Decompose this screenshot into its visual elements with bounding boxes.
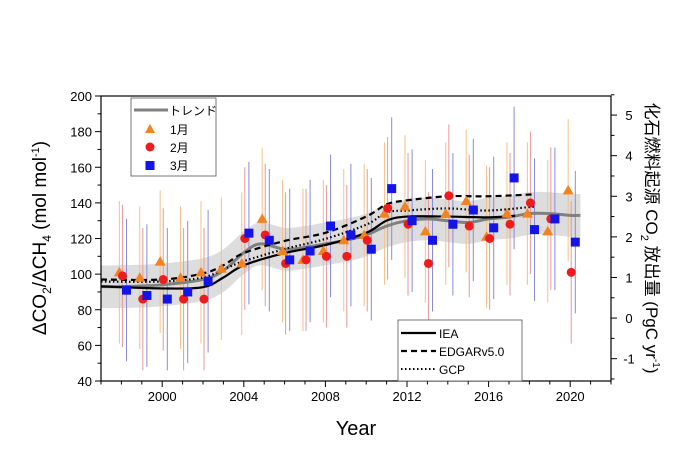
point-mar	[183, 287, 193, 297]
y-right-tick-label: 2	[625, 230, 632, 245]
point-mar	[264, 235, 274, 245]
x-tick-label: 2004	[229, 389, 258, 404]
point-mar	[122, 285, 131, 295]
point-jan	[277, 245, 289, 255]
y-right-axis-title: 化石燃料起源 CO2 放出量 (PgC yr-1)	[638, 103, 661, 374]
point-jan	[521, 208, 533, 218]
x-axis-title: Year	[336, 418, 377, 440]
y-right-tick-label: 5	[625, 108, 632, 123]
point-mar	[285, 255, 295, 265]
y-right-tick-label: 4	[625, 149, 632, 164]
point-jan	[501, 208, 513, 218]
legend-label-iea: IEA	[439, 327, 458, 341]
legend-label-gcp: GCP	[439, 363, 465, 377]
point-mar	[387, 184, 397, 194]
point-mar	[550, 214, 560, 224]
legend-label-trend: トレンド	[169, 104, 217, 118]
y-right-tick-label: 1	[625, 270, 632, 285]
y-left-tick-label: 120	[70, 232, 92, 247]
point-feb	[566, 267, 576, 277]
point-jan	[195, 266, 207, 277]
legend-label-jan: 1月	[170, 123, 189, 137]
point-jan	[338, 234, 350, 245]
axis-ticks: 2000 2004 2008 2012 2016 20204060801001201401…	[70, 89, 634, 404]
point-mar	[244, 228, 254, 238]
legend-bottom: IEA EDGARv5.0 GCP	[397, 319, 523, 382]
point-jan	[460, 195, 472, 206]
y-left-tick-label: 180	[70, 125, 92, 140]
legend-label-edgar: EDGARv5.0	[439, 345, 505, 359]
point-jan	[542, 225, 554, 236]
point-jan	[256, 213, 268, 223]
x-tick-label: 2000	[148, 389, 177, 404]
point-feb	[362, 235, 372, 245]
point-feb	[444, 191, 454, 201]
point-mar	[509, 173, 519, 183]
legend-circle-icon	[145, 142, 155, 152]
point-mar	[428, 235, 437, 245]
point-feb	[525, 198, 535, 208]
point-mar	[326, 221, 335, 231]
point-feb	[464, 221, 474, 231]
y-right-tick-label: 3	[625, 189, 632, 204]
y-left-tick-label: 160	[70, 160, 92, 175]
y-left-tick-label: 100	[70, 267, 92, 282]
point-jan	[440, 208, 452, 218]
point-feb	[117, 271, 127, 281]
point-mar	[162, 294, 172, 304]
point-feb	[158, 274, 168, 284]
x-tick-label: 2020	[556, 389, 585, 404]
y-left-tick-label: 40	[78, 374, 92, 389]
x-tick-label: 2016	[474, 389, 503, 404]
point-mar	[142, 291, 152, 300]
point-jan	[236, 257, 248, 268]
point-mar	[305, 246, 315, 256]
point-mar	[346, 230, 356, 240]
data-points	[113, 173, 580, 304]
point-mar	[448, 219, 458, 229]
y-right-tick-label: 0	[625, 311, 632, 326]
point-mar	[489, 223, 499, 233]
point-feb	[505, 219, 515, 229]
point-feb	[301, 255, 311, 265]
point-jan	[134, 272, 146, 282]
point-jan	[419, 225, 431, 236]
legend-label-feb: 2月	[170, 141, 189, 155]
point-jan	[562, 184, 574, 195]
legend-square-icon	[145, 161, 155, 170]
point-mar	[468, 205, 478, 215]
legend-triangle-icon	[145, 124, 155, 133]
legend-label-mar: 3月	[170, 159, 189, 173]
y-left-tick-label: 200	[70, 89, 92, 104]
point-feb	[342, 251, 352, 261]
y-left-axis-title: ΔCO2/ΔCH4 (mol mol-1)	[30, 141, 54, 335]
y-left-tick-label: 80	[78, 303, 92, 318]
point-mar	[203, 276, 213, 286]
point-feb	[423, 258, 433, 268]
point-jan	[154, 256, 166, 266]
x-tick-label: 2008	[311, 389, 340, 404]
y-left-tick-label: 140	[70, 196, 92, 211]
point-jan	[399, 200, 411, 211]
point-feb	[199, 294, 209, 304]
y-left-tick-label: 60	[78, 338, 92, 353]
point-jan	[379, 208, 391, 218]
y-right-tick-label: -1	[623, 352, 635, 367]
point-feb	[383, 203, 393, 213]
point-feb	[179, 294, 189, 304]
point-jan	[215, 263, 227, 273]
point-mar	[530, 225, 539, 235]
point-feb	[485, 234, 495, 243]
point-feb	[321, 251, 331, 261]
point-jan	[175, 272, 187, 282]
x-tick-label: 2012	[393, 389, 422, 404]
point-mar	[366, 244, 376, 254]
point-mar	[407, 216, 417, 226]
point-mar	[570, 237, 580, 247]
legend-top: トレンド 1月 2月 3月	[130, 97, 217, 177]
